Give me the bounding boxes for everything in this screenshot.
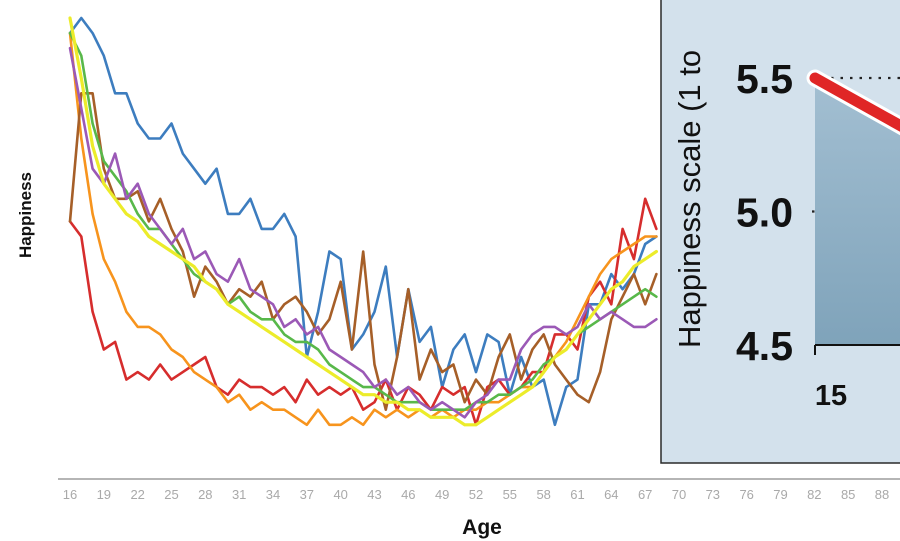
x-tick-label: 16 — [63, 487, 77, 502]
x-tick-label: 61 — [570, 487, 584, 502]
x-tick-label: 55 — [503, 487, 517, 502]
x-tick-label: 49 — [435, 487, 449, 502]
x-tick-label: 64 — [604, 487, 618, 502]
x-tick-label: 46 — [401, 487, 415, 502]
inset-y-tick-label: 5.5 — [736, 56, 793, 102]
x-tick-label: 88 — [875, 487, 889, 502]
inset-y-axis-title: Happiness scale (1 to — [672, 50, 707, 348]
x-axis-title: Age — [462, 516, 502, 539]
series-line-3 — [68, 31, 658, 427]
x-tick-label: 58 — [536, 487, 550, 502]
x-tick-label: 73 — [706, 487, 720, 502]
x-tick-label: 19 — [97, 487, 111, 502]
series-line-1 — [68, 16, 658, 427]
x-axis-ticks: 16 19 22 25 28 31 34 37 40 43 46 49 52 55 58 61 64 67 70 73… — [63, 487, 889, 502]
x-tick-label: 82 — [807, 487, 821, 502]
inset-y-tick-label: 4.5 — [736, 323, 793, 369]
series-line-2 — [68, 197, 658, 427]
x-tick-label: 22 — [130, 487, 144, 502]
x-tick-label: 37 — [300, 487, 314, 502]
x-tick-label: 28 — [198, 487, 212, 502]
x-tick-label: 52 — [469, 487, 483, 502]
series-line-7 — [68, 16, 659, 427]
x-tick-label: 67 — [638, 487, 652, 502]
x-tick-label: 79 — [773, 487, 787, 502]
x-tick-label: 70 — [672, 487, 686, 502]
x-tick-label: 25 — [164, 487, 178, 502]
x-tick-label: 31 — [232, 487, 246, 502]
inset-x-ticks: 15 — [814, 345, 847, 412]
series-line-4 — [68, 92, 658, 412]
inset-x-tick-label: 15 — [815, 380, 847, 412]
y-axis-title: Happiness — [16, 172, 35, 258]
inset-y-tick-label: 5.0 — [736, 190, 793, 236]
inset-area — [815, 78, 900, 345]
x-tick-label: 85 — [841, 487, 855, 502]
inset-chart: Happiness scale (1 to 5.5 5.0 4.5 15 — [660, 0, 900, 464]
x-tick-label: 43 — [367, 487, 381, 502]
series-line-6 — [68, 46, 658, 419]
x-tick-label: 34 — [266, 487, 280, 502]
inset-line-group — [806, 69, 900, 136]
main-plot — [68, 16, 659, 427]
series-line-5 — [68, 31, 658, 412]
inset-line — [809, 72, 900, 132]
x-tick-label: 76 — [739, 487, 753, 502]
inset-y-ticks: 5.5 5.0 4.5 — [736, 56, 793, 369]
x-tick-label: 40 — [333, 487, 347, 502]
